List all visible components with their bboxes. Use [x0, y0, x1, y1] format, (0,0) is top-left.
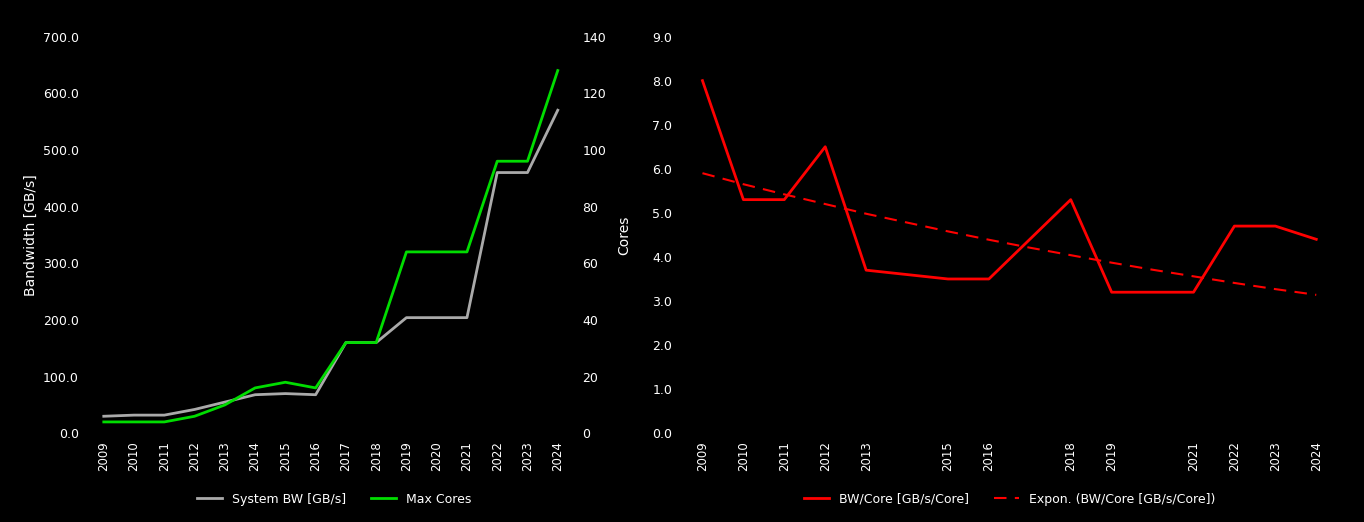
- Max Cores: [428, 249, 445, 255]
- Expon. (BW/Core [GB/s/Core]): [1022, 244, 1038, 251]
- Expon. (BW/Core [GB/s/Core]): [940, 228, 956, 234]
- BW/Core [GB/s/Core]: [1226, 223, 1243, 229]
- System BW [GB/s]: [338, 339, 355, 346]
- System BW [GB/s]: [428, 315, 445, 321]
- BW/Core [GB/s/Core]: [981, 276, 997, 282]
- System BW [GB/s]: [277, 390, 293, 397]
- Expon. (BW/Core [GB/s/Core]): [735, 181, 752, 187]
- Line: Expon. (BW/Core [GB/s/Core]): Expon. (BW/Core [GB/s/Core]): [702, 173, 1316, 295]
- Max Cores: [307, 385, 323, 391]
- Max Cores: [398, 249, 415, 255]
- BW/Core [GB/s/Core]: [1267, 223, 1284, 229]
- BW/Core [GB/s/Core]: [694, 77, 711, 84]
- System BW [GB/s]: [490, 170, 506, 176]
- Expon. (BW/Core [GB/s/Core]): [694, 170, 711, 176]
- Expon. (BW/Core [GB/s/Core]): [858, 210, 874, 217]
- System BW [GB/s]: [550, 107, 566, 113]
- Expon. (BW/Core [GB/s/Core]): [817, 201, 833, 207]
- Max Cores: [125, 419, 142, 425]
- Max Cores: [458, 249, 475, 255]
- Expon. (BW/Core [GB/s/Core]): [776, 191, 792, 197]
- System BW [GB/s]: [155, 412, 172, 418]
- Legend: System BW [GB/s], Max Cores: System BW [GB/s], Max Cores: [192, 488, 476, 511]
- Expon. (BW/Core [GB/s/Core]): [1226, 280, 1243, 286]
- Line: BW/Core [GB/s/Core]: BW/Core [GB/s/Core]: [702, 80, 1316, 292]
- Max Cores: [520, 158, 536, 164]
- Max Cores: [338, 339, 355, 346]
- BW/Core [GB/s/Core]: [858, 267, 874, 274]
- System BW [GB/s]: [125, 412, 142, 418]
- System BW [GB/s]: [520, 170, 536, 176]
- Expon. (BW/Core [GB/s/Core]): [1144, 267, 1161, 273]
- Expon. (BW/Core [GB/s/Core]): [1308, 292, 1324, 298]
- Expon. (BW/Core [GB/s/Core]): [1103, 259, 1120, 266]
- Expon. (BW/Core [GB/s/Core]): [899, 219, 915, 226]
- Max Cores: [187, 413, 203, 419]
- Max Cores: [217, 402, 233, 408]
- BW/Core [GB/s/Core]: [940, 276, 956, 282]
- BW/Core [GB/s/Core]: [776, 196, 792, 203]
- BW/Core [GB/s/Core]: [1308, 236, 1324, 242]
- Expon. (BW/Core [GB/s/Core]): [1063, 252, 1079, 258]
- Expon. (BW/Core [GB/s/Core]): [1185, 273, 1202, 279]
- System BW [GB/s]: [307, 392, 323, 398]
- Max Cores: [490, 158, 506, 164]
- System BW [GB/s]: [247, 392, 263, 398]
- Max Cores: [550, 67, 566, 74]
- System BW [GB/s]: [217, 399, 233, 405]
- Expon. (BW/Core [GB/s/Core]): [1267, 286, 1284, 292]
- Line: Max Cores: Max Cores: [104, 70, 558, 422]
- System BW [GB/s]: [187, 406, 203, 412]
- BW/Core [GB/s/Core]: [1063, 196, 1079, 203]
- System BW [GB/s]: [368, 339, 385, 346]
- Max Cores: [277, 379, 293, 385]
- Max Cores: [247, 385, 263, 391]
- System BW [GB/s]: [398, 315, 415, 321]
- BW/Core [GB/s/Core]: [1103, 289, 1120, 295]
- BW/Core [GB/s/Core]: [735, 196, 752, 203]
- Max Cores: [368, 339, 385, 346]
- Line: System BW [GB/s]: System BW [GB/s]: [104, 110, 558, 416]
- Y-axis label: Bandwidth [GB/s]: Bandwidth [GB/s]: [23, 174, 37, 296]
- BW/Core [GB/s/Core]: [817, 144, 833, 150]
- System BW [GB/s]: [95, 413, 112, 419]
- Legend: BW/Core [GB/s/Core], Expon. (BW/Core [GB/s/Core]): BW/Core [GB/s/Core], Expon. (BW/Core [GB…: [799, 488, 1219, 511]
- System BW [GB/s]: [458, 315, 475, 321]
- Max Cores: [95, 419, 112, 425]
- Expon. (BW/Core [GB/s/Core]): [981, 236, 997, 243]
- Max Cores: [155, 419, 172, 425]
- Y-axis label: Cores: Cores: [618, 215, 632, 255]
- BW/Core [GB/s/Core]: [1185, 289, 1202, 295]
